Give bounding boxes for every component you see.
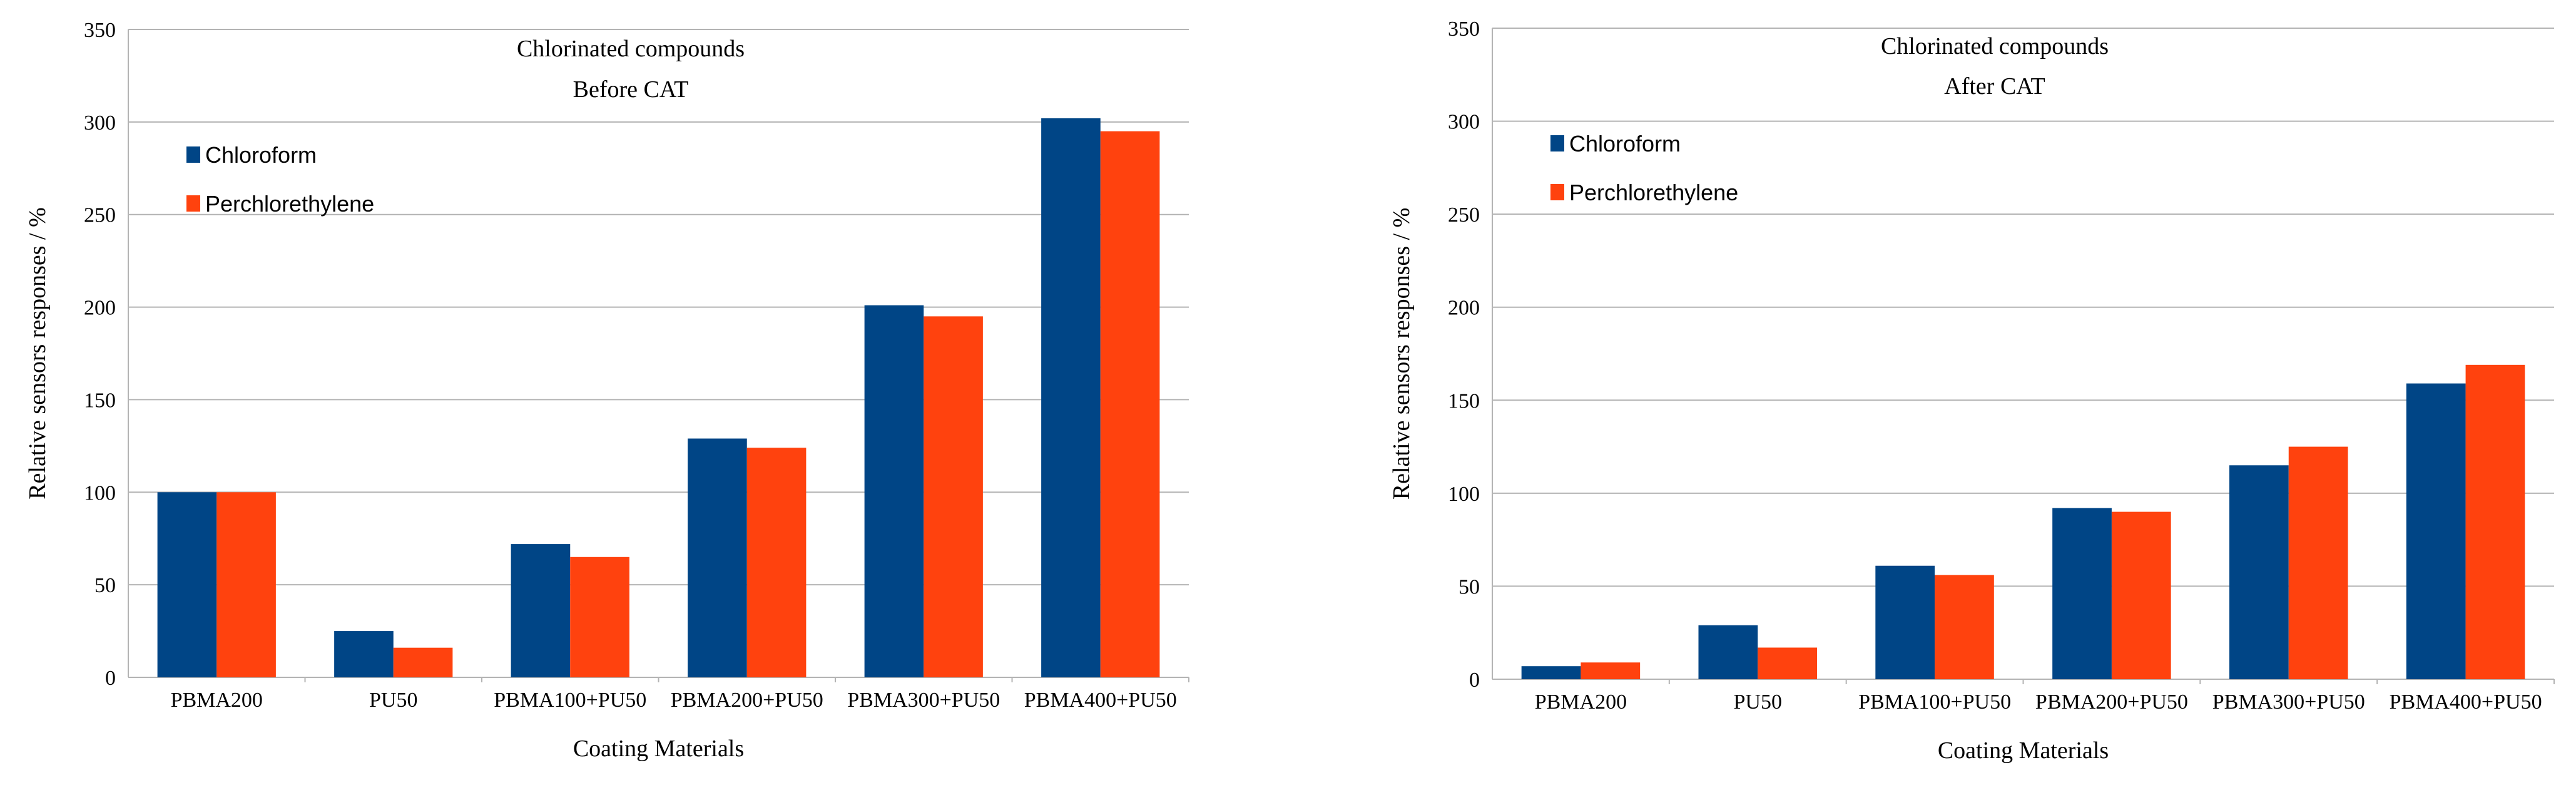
- legend-label-perchlorethylene: Perchlorethylene: [1569, 180, 1738, 205]
- legend-label-chloroform: Chloroform: [205, 142, 317, 168]
- x-category-label: PBMA400+PU50: [1024, 689, 1177, 712]
- x-category-label: PBMA300+PU50: [847, 689, 1000, 712]
- y-tick-label: 250: [1448, 203, 1480, 227]
- y-tick-label: 50: [94, 574, 116, 597]
- y-axis-title: Relative sensors responses / %: [24, 207, 51, 499]
- y-tick-label: 100: [84, 481, 116, 505]
- y-tick-label: 150: [84, 389, 116, 412]
- x-category-label: PBMA200+PU50: [2035, 690, 2188, 714]
- bar-perchlorethylene-pbma200-pu50: [746, 448, 807, 677]
- bar-chloroform-pu50: [334, 631, 394, 677]
- bar-chloroform-pu50: [1698, 625, 1758, 679]
- bar-chloroform-pbma100-pu50: [511, 544, 571, 677]
- bar-chloroform-pbma300-pu50: [864, 305, 924, 678]
- x-category-label: PU50: [369, 689, 417, 712]
- bar-perchlorethylene-pu50: [1758, 647, 1817, 679]
- bar-chloroform-pbma400-pu50: [1041, 118, 1101, 677]
- x-category-label: PBMA100+PU50: [494, 689, 646, 712]
- bar-perchlorethylene-pbma200: [1581, 662, 1641, 679]
- bar-perchlorethylene-pbma200: [216, 492, 276, 677]
- bar-chloroform-pbma200: [157, 492, 217, 677]
- bar-perchlorethylene-pbma300-pu50: [2288, 446, 2348, 679]
- x-category-label: PBMA200+PU50: [671, 689, 823, 712]
- y-tick-label: 300: [1448, 111, 1480, 134]
- legend-label-chloroform: Chloroform: [1569, 131, 1681, 156]
- y-tick-label: 0: [1469, 669, 1480, 692]
- chart-panel-2: 0 50 100 150 200 250 300 350 PBMA200 PU50 PBMA100+…: [1388, 18, 2555, 764]
- x-category-label: PBMA400+PU50: [2390, 690, 2542, 714]
- x-axis-title: Coating Materials: [573, 736, 744, 762]
- y-tick-label: 300: [84, 111, 116, 135]
- bar-chloroform-pbma200: [1521, 666, 1581, 679]
- bar-chloroform-pbma200-pu50: [688, 438, 747, 677]
- bar-perchlorethylene-pbma400-pu50: [1100, 131, 1160, 678]
- x-category-label: PBMA200: [1535, 690, 1627, 714]
- y-tick-label: 200: [84, 297, 116, 320]
- x-axis-title: Coating Materials: [1938, 737, 2109, 764]
- x-category-label: PU50: [1734, 690, 1782, 714]
- bar-perchlorethylene-pbma300-pu50: [924, 316, 983, 677]
- bar-chloroform-pbma200-pu50: [2052, 508, 2112, 679]
- legend-swatch-perchlorethylene: [1550, 184, 1564, 200]
- y-tick-label: 200: [1448, 297, 1480, 320]
- y-tick-label: 350: [84, 19, 116, 42]
- chart-subtitle: After CAT: [1944, 73, 2045, 100]
- bar-chloroform-pbma300-pu50: [2229, 465, 2289, 679]
- legend-swatch-chloroform: [1550, 135, 1564, 151]
- y-tick-label: 350: [1448, 18, 1480, 41]
- x-category-label: PBMA200: [171, 689, 263, 712]
- x-category-label: PBMA300+PU50: [2212, 690, 2365, 714]
- y-tick-label: 150: [1448, 389, 1480, 413]
- bar-chloroform-pbma100-pu50: [1875, 565, 1935, 679]
- bar-perchlorethylene-pbma100-pu50: [1935, 575, 1994, 679]
- bar-perchlorethylene-pbma100-pu50: [570, 557, 629, 677]
- x-category-label: PBMA100+PU50: [1858, 690, 2011, 714]
- y-tick-label: 100: [1448, 483, 1480, 506]
- legend-swatch-perchlorethylene: [186, 195, 200, 212]
- bar-perchlorethylene-pu50: [393, 647, 453, 677]
- bar-perchlorethylene-pbma200-pu50: [2111, 511, 2171, 679]
- chart-subtitle: Before CAT: [573, 76, 689, 103]
- y-tick-label: 250: [84, 204, 116, 227]
- chart-title: Chlorinated compounds: [1881, 33, 2109, 59]
- y-axis-title: Relative sensors responses / %: [1388, 208, 1415, 500]
- legend-swatch-chloroform: [186, 146, 200, 163]
- bar-perchlorethylene-pbma400-pu50: [2465, 364, 2525, 679]
- y-tick-label: 0: [105, 667, 116, 690]
- chart-title: Chlorinated compounds: [517, 36, 745, 62]
- y-tick-label: 50: [1459, 575, 1480, 598]
- chart-panel-1: 0 50 100 150 200 250 300 350 PBMA200 PU50 PBMA100+…: [24, 19, 1189, 762]
- legend-label-perchlorethylene: Perchlorethylene: [205, 191, 374, 217]
- bar-chloroform-pbma400-pu50: [2406, 383, 2466, 679]
